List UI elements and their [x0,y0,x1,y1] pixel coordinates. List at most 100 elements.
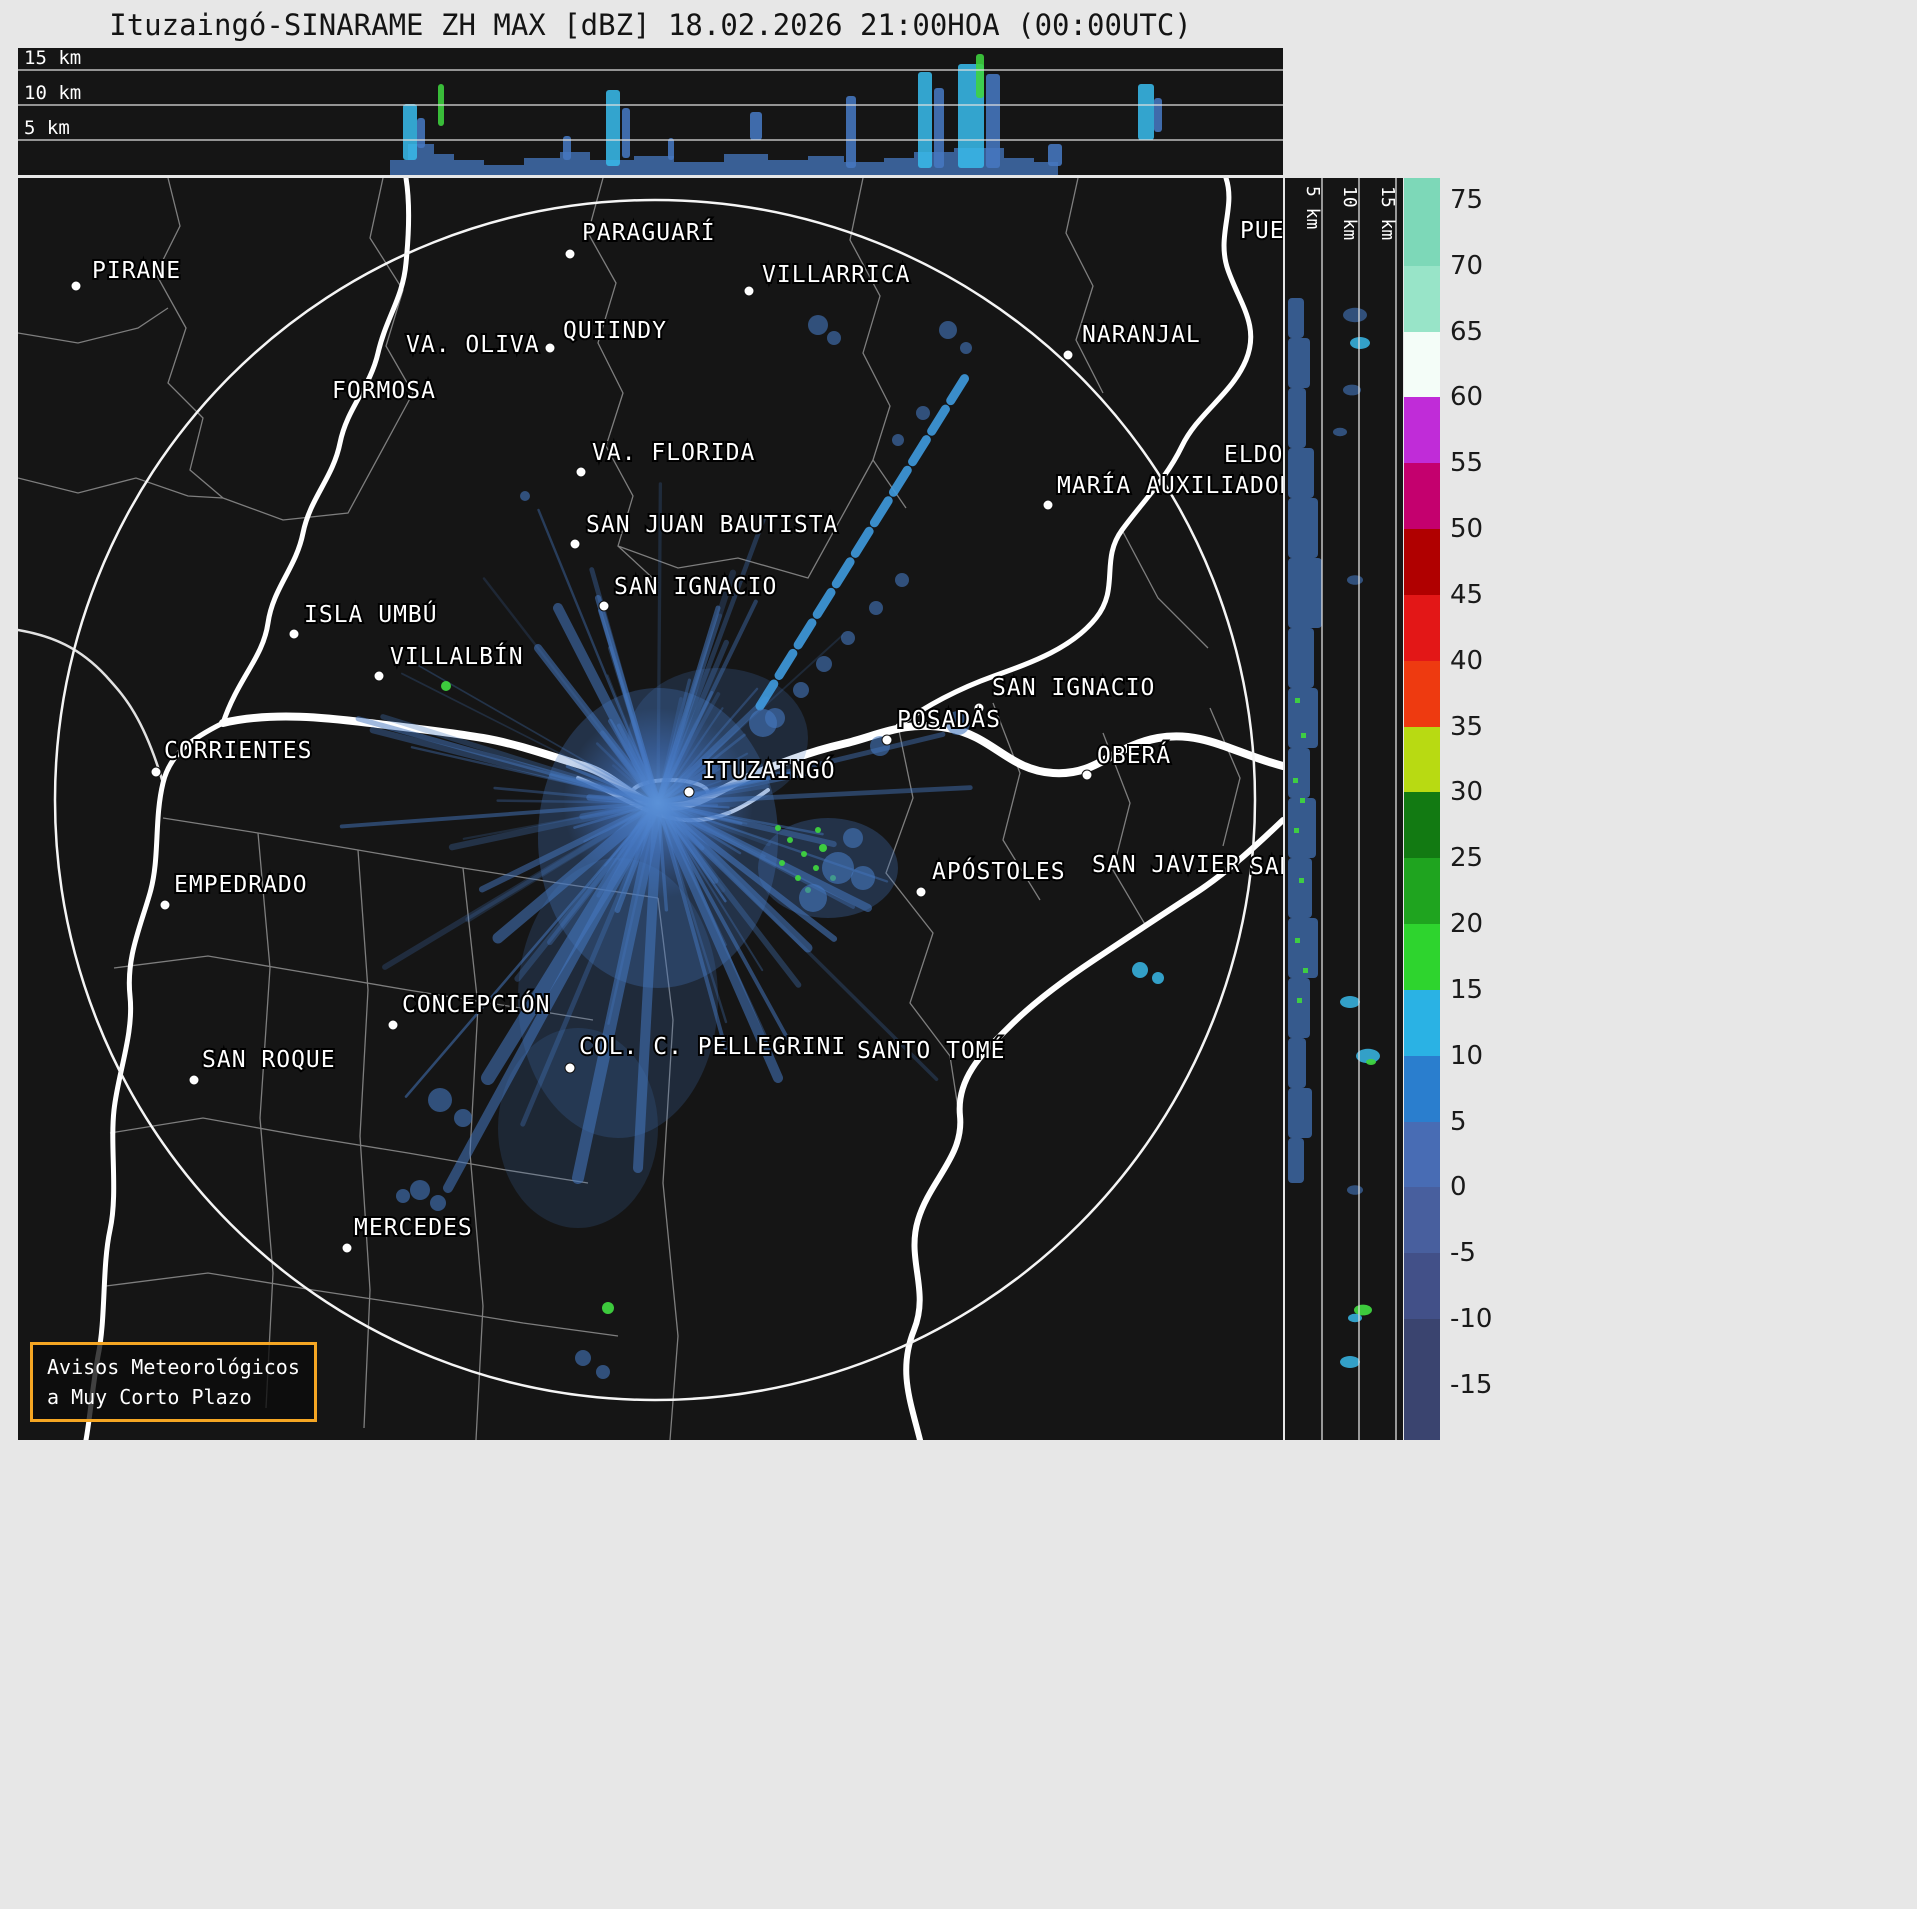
city-label: SAN [1250,854,1283,880]
city-dot [1081,769,1093,781]
city-label: SANTO TOMÉ [857,1036,1005,1064]
city-dot [575,466,587,478]
colorbar-segment [1404,1319,1440,1386]
warning-box-line: Avisos Meteorológicos [47,1355,300,1379]
colorbar-tick-label: 35 [1450,711,1484,742]
colorbar-segment [1404,529,1440,596]
city-label: SAN IGNACIO [614,574,777,600]
colorbar-gradient [1404,178,1440,1440]
city-label: CORRIENTES [164,738,312,764]
city-label: ISLA UMBÚ [304,600,438,628]
city-dot [1042,499,1054,511]
city-dot [743,285,755,297]
city-dot [915,886,927,898]
colorbar-tick-label: 0 [1450,1172,1467,1203]
warning-box-line: a Muy Corto Plazo [47,1385,252,1409]
city-label: CONCEPCIÓN [402,990,550,1018]
city-label: APÓSTOLES [932,857,1066,885]
city-dot [683,786,695,798]
colorbar-tick-label: 70 [1450,250,1484,281]
city-label: VA. OLIVA [406,332,540,358]
reflectivity-colorbar [1404,178,1440,1440]
axis-label-15km: 15 km [1377,186,1398,240]
city-label: QUIINDY [563,318,667,344]
city-label: SAN ROQUE [202,1047,336,1073]
city-dot [564,1062,576,1074]
colorbar-segment [1404,265,1440,333]
colorbar-segment [1404,1187,1440,1254]
colorbar-segment [1404,726,1440,793]
city-dot [341,1242,353,1254]
colorbar-segment [1404,178,1440,201]
colorbar-segment [1404,1253,1440,1320]
city-dot [373,670,385,682]
top-echo-layer [390,54,1162,175]
colorbar-tick-labels: 75 70 65 60 55 50 45 40 35 30 25 20 15 10 5 0 -5 -10 -15 [1450,178,1540,1458]
range-ring [53,198,1257,1402]
city-dot [150,766,162,778]
city-label: FORMOSA [332,378,436,404]
axis-label-10km: 10 km [24,82,81,104]
axis-label-15km: 15 km [24,48,81,69]
side-echo-layer [1288,298,1380,1368]
radar-echo-layer [339,315,1164,1379]
city-label: VILLALBÍN [390,642,524,670]
side-cross-section-plot: 5 km 10 km 15 km [1288,178,1398,1440]
colorbar-tick-label: -10 [1450,1304,1493,1335]
city-label: ELDOR [1224,442,1283,468]
colorbar-tick-label: 5 [1450,1106,1467,1137]
city-dot [569,538,581,550]
city-label: PUER [1240,218,1283,244]
city-label: OBERÁ [1097,741,1171,769]
colorbar-segment [1404,660,1440,728]
radar-map: PIRANE PARAGUARÍ VILLARRICA QUIINDY VA. OLIV… [18,178,1283,1440]
colorbar-tick-label: 60 [1450,382,1484,413]
city-dot [598,600,610,612]
city-label: MERCEDES [354,1215,473,1241]
page-title: Ituzaingó-SINARAME ZH MAX [dBZ] 18.02.20… [109,8,1192,42]
colorbar-tick-label: -15 [1450,1369,1493,1400]
city-dot [387,1019,399,1031]
colorbar-tick-label: 65 [1450,316,1484,347]
colorbar-segment [1404,463,1440,530]
city-dot [564,248,576,260]
top-cross-section-plot: 15 km 10 km 5 km [18,48,1283,175]
colorbar-tick-label: 50 [1450,514,1484,545]
radar-map-panel: PIRANE PARAGUARÍ VILLARRICA QUIINDY VA. OLIV… [18,178,1283,1440]
city-label: SAN JAVIER [1092,852,1240,878]
axis-label-5km: 5 km [1302,186,1323,229]
axis-label-5km: 5 km [24,117,70,139]
city-dot [1062,349,1074,361]
city-label: POSADAS [897,707,1001,733]
colorbar-tick-label: 45 [1450,579,1484,610]
colorbar-tick-label: 75 [1450,185,1484,215]
footer: Servicio Meteorológico Nacional Argentin… [0,1443,1917,1909]
colorbar-segment [1404,989,1440,1057]
admin-borders [18,178,1241,1440]
interference-spike [755,368,973,711]
city-label: PARAGUARÍ [582,218,716,246]
colorbar-tick-label: 25 [1450,843,1484,874]
city-dot [288,628,300,640]
city-dot [70,280,82,292]
colorbar-segment [1404,1121,1440,1188]
city-dot [881,734,893,746]
colorbar-segment [1404,200,1440,267]
colorbar-tick-label: 55 [1450,448,1484,479]
city-label: COL. C. PELLEGRINI [579,1034,846,1060]
colorbar-tick-label: 10 [1450,1040,1484,1071]
colorbar-segment [1404,594,1440,662]
colorbar-segment [1404,1055,1440,1123]
colorbar-segment [1404,858,1440,925]
top-cross-section-panel: 15 km 10 km 5 km [18,48,1283,175]
colorbar-tick-label: 15 [1450,974,1484,1005]
colorbar-tick-label: -5 [1450,1238,1476,1269]
axis-label-10km: 10 km [1339,186,1360,240]
city-label: NARANJAL [1082,322,1201,348]
side-cross-section-panel: 5 km 10 km 15 km [1285,178,1403,1440]
colorbar-segment [1404,1384,1440,1440]
city-label: VILLARRICA [762,262,910,288]
colorbar-tick-label: 20 [1450,909,1484,940]
warning-box[interactable]: Avisos Meteorológicos a Muy Corto Plazo [30,1342,317,1422]
